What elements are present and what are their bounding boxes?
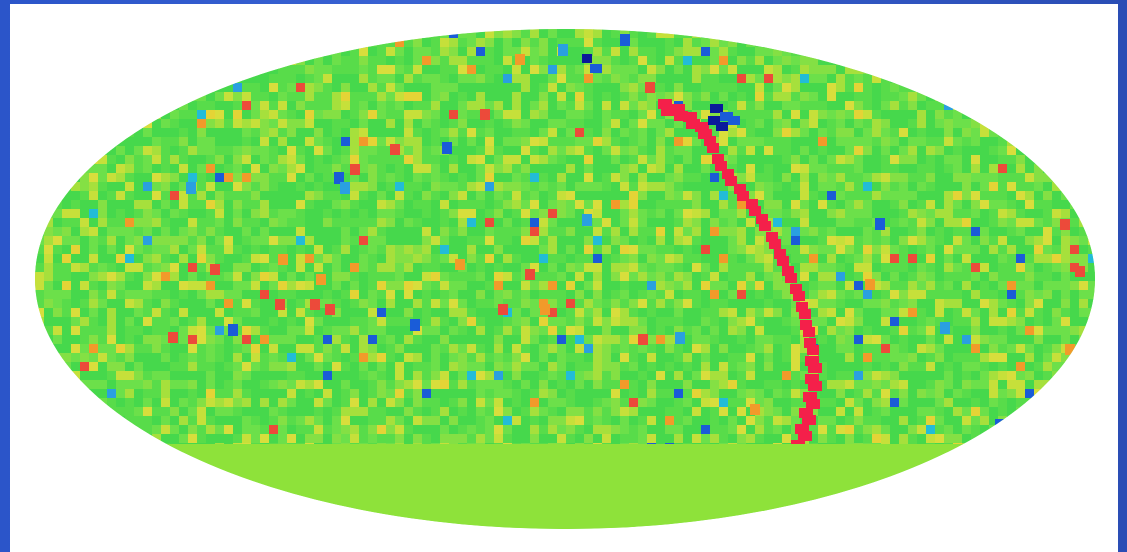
map-pixels <box>35 29 1095 529</box>
masked-lower-band <box>35 444 1095 529</box>
sky-map <box>35 29 1095 529</box>
image-panel <box>10 4 1118 552</box>
pixel-layer <box>35 29 1095 457</box>
